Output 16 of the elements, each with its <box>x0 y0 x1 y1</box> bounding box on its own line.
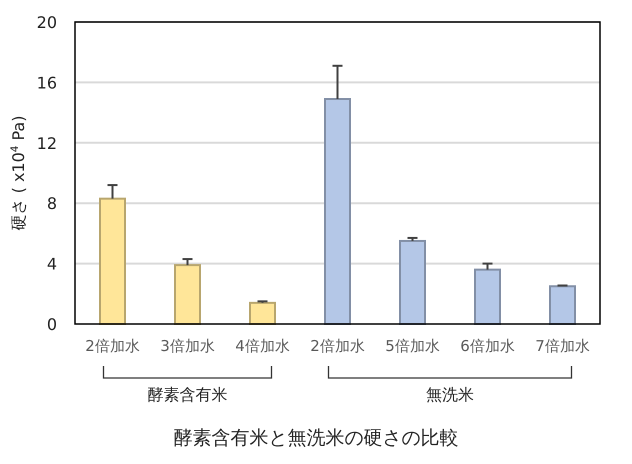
y-tick-label: 4 <box>46 254 57 274</box>
y-tick-label: 12 <box>36 134 57 153</box>
y-tick-label: 8 <box>46 194 57 214</box>
x-tick-label: 7倍加水 <box>535 337 590 355</box>
x-tick-label: 5倍加水 <box>385 337 440 355</box>
y-tick-label: 0 <box>46 315 57 334</box>
x-tick-label: 2倍加水 <box>310 337 365 355</box>
text: 酵素含有米と無洗米の硬さの比較 <box>174 427 458 449</box>
x-tick-label: 6倍加水 <box>460 337 515 355</box>
x-tick-label: 4倍加水 <box>235 337 290 355</box>
x-tick-label: 3倍加水 <box>160 337 215 355</box>
y-tick-label: 16 <box>36 73 57 92</box>
text: 酵素含有米 <box>148 385 228 404</box>
y-tick-label: 20 <box>36 13 57 32</box>
x-tick-label: 2倍加水 <box>85 337 140 355</box>
text: 無洗米 <box>426 385 474 404</box>
